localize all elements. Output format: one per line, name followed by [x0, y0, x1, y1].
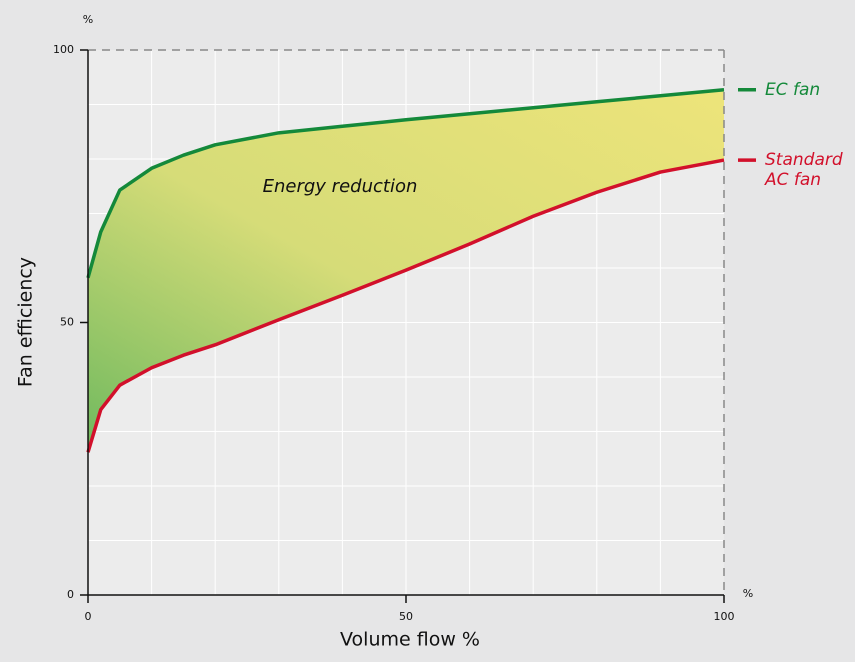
y-axis-title: Fan efficiency [15, 257, 37, 387]
y-unit: % [83, 13, 93, 26]
x-tick-label: 0 [85, 610, 92, 623]
y-tick-label: 50 [60, 316, 74, 329]
y-tick-label: 100 [53, 43, 74, 56]
chart-page: Volume flow % Fan efficiency % % Energy … [0, 0, 855, 662]
x-axis-title: Volume flow % [340, 629, 480, 651]
x-tick-label: 50 [399, 610, 413, 623]
legend-label: Standard AC fan [765, 150, 850, 190]
x-unit: % [743, 587, 753, 600]
legend-label: EC fan [765, 80, 850, 100]
y-tick-label: 0 [67, 588, 74, 601]
annotation: Energy reduction [263, 176, 418, 197]
chart: Volume flow % Fan efficiency % % Energy … [0, 0, 855, 662]
x-tick-label: 100 [714, 610, 735, 623]
